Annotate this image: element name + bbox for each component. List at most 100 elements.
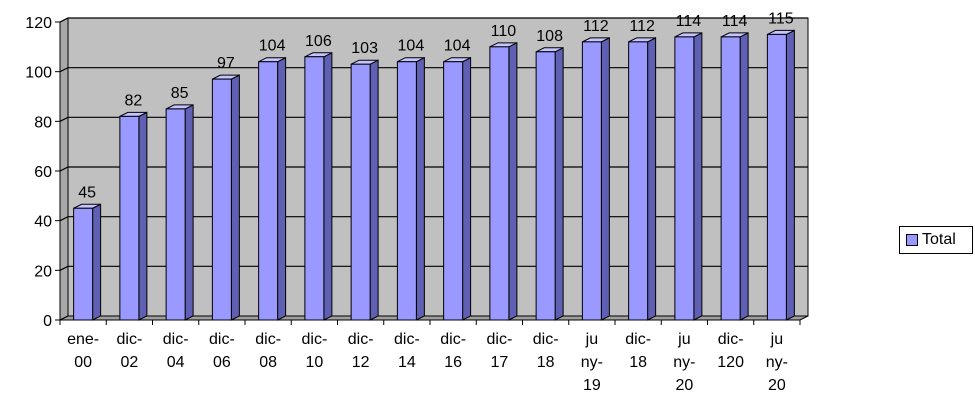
x-axis: ene-00dic-02dic-04dic-06dic-08dic-10dic-… [59, 319, 801, 394]
bar [258, 56, 287, 321]
x-tick-label-line: 12 [352, 354, 370, 371]
x-tick-label-line: ny- [673, 354, 695, 371]
bar [720, 32, 749, 321]
x-tick-label-line: ju [677, 331, 690, 348]
data-label: 110 [491, 23, 517, 40]
bar-side [739, 32, 749, 321]
bar [628, 37, 657, 321]
x-tick-label-line: 10 [305, 354, 323, 371]
bar-side [369, 59, 379, 321]
bar-side [184, 104, 194, 321]
x-tick-label-line: 04 [167, 354, 185, 371]
x-tick-label-line: 14 [398, 354, 416, 371]
y-tick-label: 100 [25, 65, 52, 82]
bar [535, 46, 564, 321]
bar-side [600, 37, 610, 321]
x-tick-label: ju ny- 20 [766, 331, 788, 394]
y-tick-label: 40 [34, 214, 52, 231]
bar [674, 32, 703, 321]
x-tick-label-line: 20 [768, 377, 786, 394]
x-tick-label: ene- 00 [67, 331, 99, 371]
x-tick-label-line: 00 [74, 354, 92, 371]
x-tick-label-line: ny- [581, 354, 603, 371]
x-tick-label-line: 02 [120, 354, 138, 371]
legend: Total [899, 226, 973, 254]
x-tick-label-line: dic- [163, 331, 189, 348]
bar [119, 111, 148, 321]
bar-side [415, 56, 425, 321]
bar [350, 59, 379, 321]
bar-front [674, 36, 695, 321]
bar-front [489, 46, 510, 321]
data-label: 106 [305, 33, 332, 50]
x-tick-label-line: 17 [490, 354, 508, 371]
x-tick-label-line: dic- [209, 331, 235, 348]
bar-front [119, 115, 140, 321]
data-label: 45 [78, 184, 96, 201]
bar-side [92, 203, 102, 321]
data-label: 82 [124, 92, 142, 109]
gridline [59, 17, 808, 23]
x-tick-label-line: 06 [213, 354, 231, 371]
data-label: 103 [351, 40, 378, 57]
x-tick-label: ju ny- 20 [673, 331, 695, 394]
data-label: 114 [722, 13, 748, 30]
bar [396, 56, 425, 321]
y-axis: 0 20 40 60 80 100 120 [25, 15, 61, 330]
bar-front [581, 41, 602, 321]
bar-front [165, 108, 186, 321]
data-labels: 45 82 85 97 104 106 103 104 104 110 108 112 112 114 11… [78, 10, 794, 201]
bar-front [73, 207, 94, 321]
x-tick-label: dic- 17 [486, 331, 512, 371]
x-tick-label: dic- 12 [348, 331, 374, 371]
bar-side [647, 37, 657, 321]
x-tick-label-line: dic- [255, 331, 281, 348]
y-tick-label: 0 [43, 313, 52, 330]
x-tick-label-line: dic- [301, 331, 327, 348]
bar-side [693, 32, 703, 321]
bar-front [720, 36, 741, 321]
x-tick-label-line: dic- [440, 331, 466, 348]
data-label: 104 [398, 38, 425, 55]
x-tick-label-line: ju [770, 331, 783, 348]
x-tick-label-line: dic- [394, 331, 420, 348]
bar [766, 29, 795, 321]
bar [304, 51, 333, 321]
data-label: 97 [217, 55, 235, 72]
x-tick-label: dic- 08 [255, 331, 281, 371]
bar-side [785, 29, 795, 321]
bar-front [396, 61, 417, 321]
x-tick-label: ju ny- 19 [581, 331, 603, 394]
bars [73, 29, 795, 321]
data-label: 112 [583, 18, 609, 35]
x-tick-label-line: 120 [717, 354, 744, 371]
x-tick-label: dic- 18 [625, 331, 651, 371]
bar-side [508, 42, 518, 321]
legend-label-total: Total [922, 231, 956, 248]
x-tick-label-line: 18 [537, 354, 555, 371]
data-label: 85 [171, 85, 189, 102]
bar-front [258, 61, 279, 321]
x-tick-label: dic- 02 [116, 331, 142, 371]
bar-side [230, 74, 240, 321]
x-tick-label-line: ju [585, 331, 598, 348]
bar-front [628, 41, 649, 321]
bar-side [138, 111, 148, 321]
bar-front [535, 51, 556, 321]
data-label: 112 [629, 18, 655, 35]
data-label: 104 [259, 38, 286, 55]
bar [489, 42, 518, 321]
x-tick-label: dic- 04 [163, 331, 189, 371]
bar-side [277, 56, 287, 321]
x-tick-label-line: dic- [486, 331, 512, 348]
bar-side [462, 56, 472, 321]
x-tick-label: dic- 16 [440, 331, 466, 371]
x-tick-label-line: 16 [444, 354, 462, 371]
x-tick-label-line: ene- [67, 331, 99, 348]
bar-front [350, 63, 371, 321]
bar [73, 203, 102, 321]
y-tick-label: 80 [34, 114, 52, 131]
x-tick-label-line: dic- [625, 331, 651, 348]
bar-front [304, 56, 325, 321]
